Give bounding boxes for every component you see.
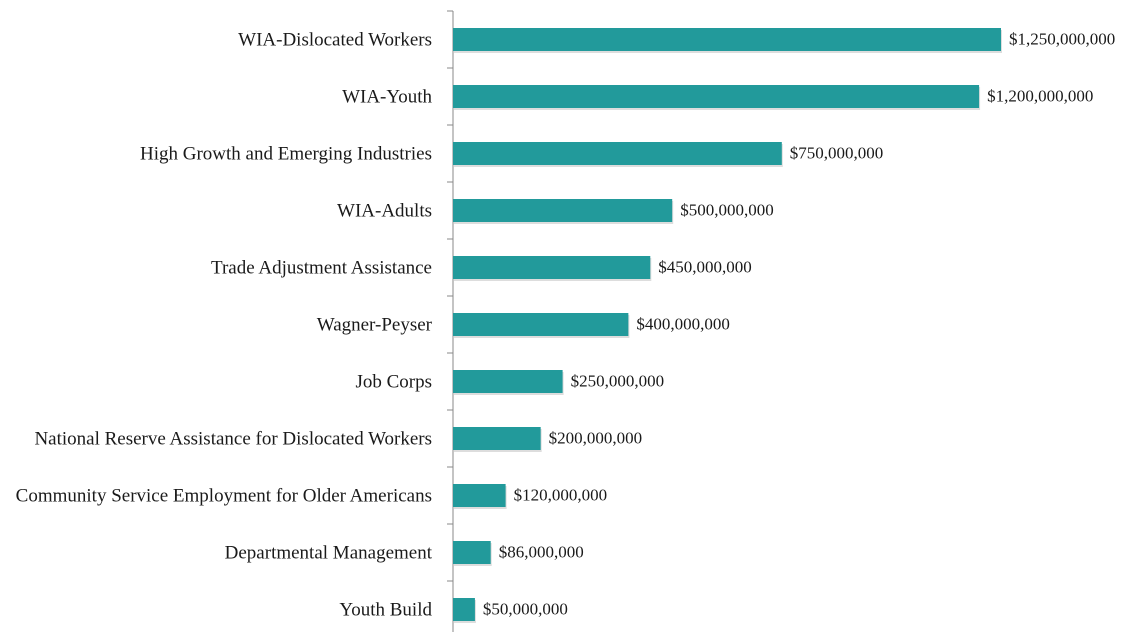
value-label: $500,000,000 (680, 200, 774, 219)
bar (453, 370, 563, 393)
category-label: Departmental Management (224, 542, 432, 563)
value-label: $750,000,000 (790, 143, 884, 162)
category-label: WIA-Youth (342, 86, 432, 107)
value-label: $1,200,000,000 (987, 86, 1093, 105)
value-label: $250,000,000 (571, 371, 665, 390)
value-label: $200,000,000 (549, 428, 643, 447)
category-label: Community Service Employment for Older A… (15, 485, 432, 506)
value-label: $120,000,000 (514, 485, 608, 504)
category-label: National Reserve Assistance for Dislocat… (34, 428, 432, 449)
bar (453, 484, 506, 507)
category-label: High Growth and Emerging Industries (140, 143, 432, 164)
bar (453, 85, 980, 108)
category-label: Trade Adjustment Assistance (211, 257, 432, 278)
value-label: $50,000,000 (483, 599, 568, 618)
category-label: WIA-Adults (337, 200, 432, 221)
bar (453, 598, 475, 621)
value-label: $450,000,000 (658, 257, 752, 276)
bar (453, 427, 541, 450)
bar (453, 541, 491, 564)
category-label: Wagner-Peyser (316, 314, 432, 335)
value-label: $400,000,000 (636, 314, 730, 333)
bar (453, 256, 651, 279)
bar (453, 199, 673, 222)
category-label: Youth Build (339, 599, 432, 620)
value-label: $1,250,000,000 (1009, 29, 1115, 48)
category-label: Job Corps (355, 371, 432, 392)
value-label: $86,000,000 (499, 542, 584, 561)
bar (453, 142, 782, 165)
bar (453, 28, 1001, 51)
bar (453, 313, 629, 336)
category-label: WIA-Dislocated Workers (238, 29, 432, 50)
